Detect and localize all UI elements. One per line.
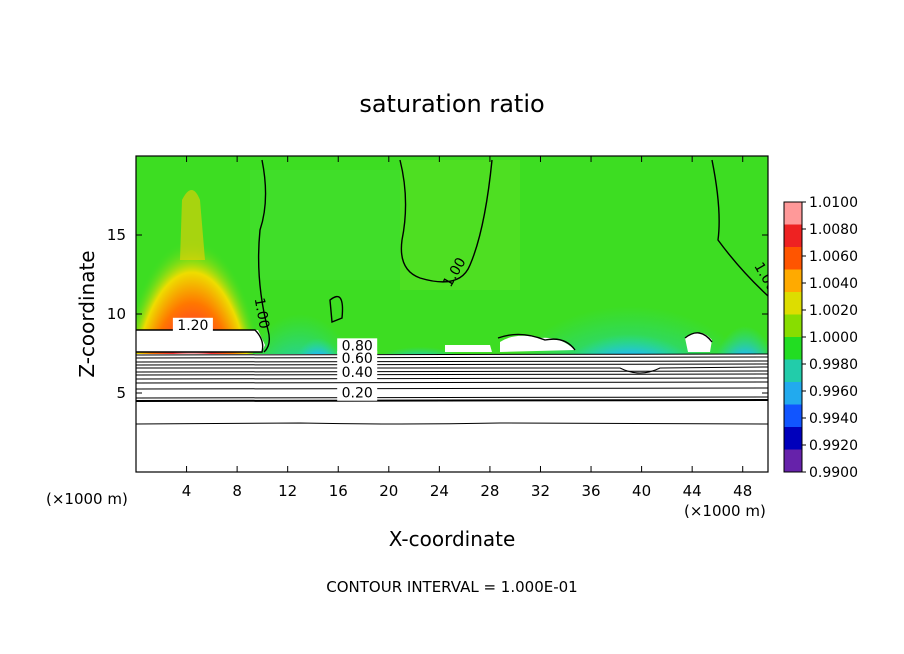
contour-label-bg	[337, 385, 378, 401]
colorbar-label: 0.9920	[809, 438, 858, 454]
colorbar-label: 0.9980	[809, 357, 858, 373]
colorbar-swatch	[784, 449, 802, 472]
colorbar-swatch	[784, 247, 802, 270]
colorbar-swatch	[784, 404, 802, 427]
x-tick-label: 12	[278, 482, 297, 500]
colorbar-swatch	[784, 314, 802, 337]
contour-label: 0.40	[342, 365, 373, 381]
colorbar-label: 0.9940	[809, 411, 858, 427]
colorbar-label: 0.9960	[809, 384, 858, 400]
colorbar-swatch	[784, 382, 802, 405]
contour-label-bg	[337, 365, 378, 381]
x-tick-label: 48	[733, 482, 752, 500]
x-tick-label: 36	[581, 482, 600, 500]
colorbar-label: 1.0060	[809, 249, 858, 265]
colorbar-swatch	[784, 337, 802, 360]
colorbar-swatch	[784, 359, 802, 382]
x-tick-label: 40	[632, 482, 651, 500]
x-tick-label: 20	[379, 482, 398, 500]
colorbar-swatch	[784, 202, 802, 225]
contour-label: 1.00	[251, 297, 272, 330]
contour-label: 1.20	[177, 318, 208, 334]
colorbar-swatch	[784, 224, 802, 247]
y-tick-label: 15	[107, 226, 126, 244]
colorbar-label: 1.0020	[809, 303, 858, 319]
x-tick-label: 16	[329, 482, 348, 500]
contour-interval-note: CONTOUR INTERVAL = 1.000E-01	[326, 578, 577, 596]
x-tick-label: 24	[430, 482, 449, 500]
x-tick-label: 4	[182, 482, 192, 500]
contour-label-bg	[337, 338, 378, 354]
colorbar-label: 1.0080	[809, 222, 858, 238]
x-tick-label: 28	[480, 482, 499, 500]
colorbar-label: 0.9900	[809, 465, 858, 481]
contour-label-bg	[337, 350, 378, 366]
x-axis-label: X-coordinate	[389, 527, 516, 551]
colorbar: 1.0100 1.0080 1.0060 1.0040 1.0020 1.0000 0.99…	[783, 195, 858, 481]
contour-label: 0.20	[342, 386, 373, 402]
y-tick-label: 5	[116, 384, 126, 402]
colorbar-label: 1.0000	[809, 330, 858, 346]
colorbar-label: 1.0040	[809, 276, 858, 292]
x-tick-label: 32	[531, 482, 550, 500]
x-tick-label: 8	[232, 482, 242, 500]
plot-area: 1.20 1.001.00 1.000.800.600.400.20	[136, 156, 768, 472]
chart-title: saturation ratio	[359, 90, 544, 118]
y-tick-label: 10	[107, 305, 126, 323]
contour-label: 0.80	[342, 338, 373, 354]
colorbar-label: 1.0100	[809, 195, 858, 211]
x-tick-label: 44	[683, 482, 702, 500]
colorbar-swatch	[784, 269, 802, 292]
x-unit-right: (×1000 m)	[684, 502, 766, 520]
y-axis-label: Z-coordinate	[75, 250, 99, 377]
colorbar-swatch	[784, 427, 802, 450]
x-unit-left: (×1000 m)	[46, 490, 128, 508]
contour-label: 0.60	[342, 351, 373, 367]
colorbar-swatch	[784, 292, 802, 315]
contour-label-bg	[172, 317, 213, 333]
